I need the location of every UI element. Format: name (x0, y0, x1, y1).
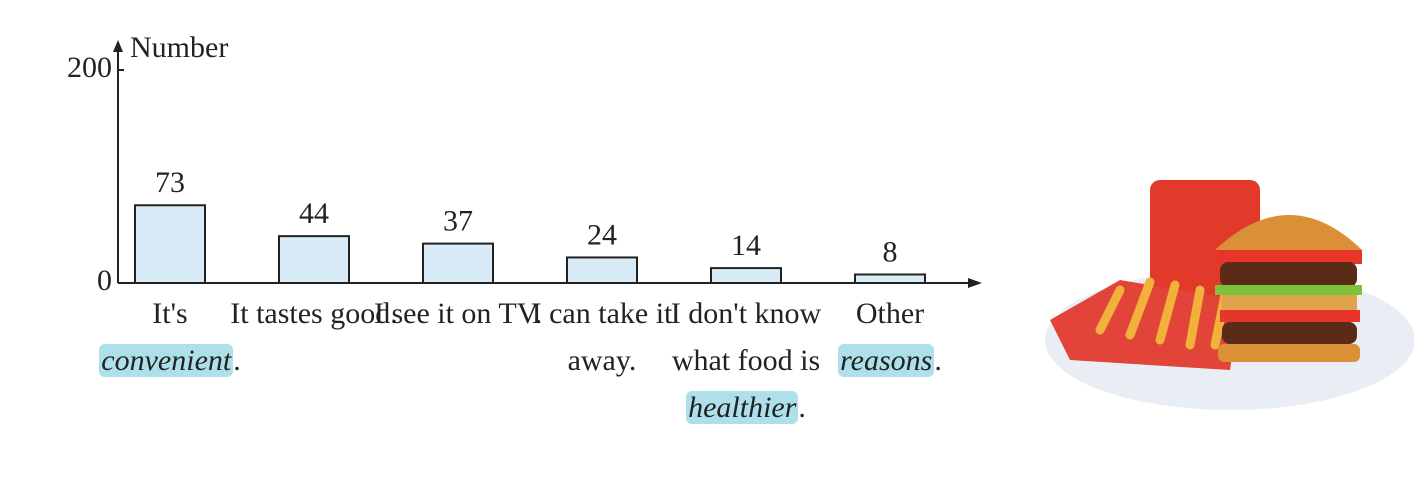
y-axis-label: Number (130, 31, 228, 64)
x-tick-label-box: Other reasons. (838, 297, 942, 377)
bar (710, 267, 782, 284)
value-label: 37 (443, 204, 473, 237)
value-label: 24 (587, 218, 617, 251)
x-arrow (968, 278, 982, 288)
value-label: 73 (155, 166, 185, 199)
bar (422, 242, 494, 284)
x-tick-label-box: I can take it away. (531, 297, 673, 377)
x-tick-label-box: It's convenient. (99, 297, 241, 377)
x-tick-label: It tastes good. (230, 297, 398, 330)
x-tick-label: I don't know what food is healthier. (670, 297, 822, 424)
food-illustration (1045, 180, 1414, 410)
x-tick-label-box: I don't know what food is healthier. (670, 297, 822, 424)
bar (134, 204, 206, 285)
y-tick-label: 200 (67, 51, 112, 84)
value-label: 14 (731, 229, 761, 262)
x-tick-label: Other reasons. (838, 297, 942, 377)
value-label: 44 (299, 197, 329, 230)
bar (566, 256, 638, 285)
y-arrow (113, 40, 123, 52)
y-tick-label: 0 (97, 264, 112, 297)
bar (278, 235, 350, 284)
bar (854, 273, 926, 285)
x-tick-label: I can take it away. (531, 297, 673, 377)
value-label: 8 (883, 235, 898, 268)
x-tick-label-box: I see it on TV. (373, 297, 543, 330)
x-tick-label: I see it on TV. (373, 297, 543, 330)
x-tick-label-box: It tastes good. (230, 297, 398, 330)
x-tick-label: It's convenient. (99, 297, 241, 377)
